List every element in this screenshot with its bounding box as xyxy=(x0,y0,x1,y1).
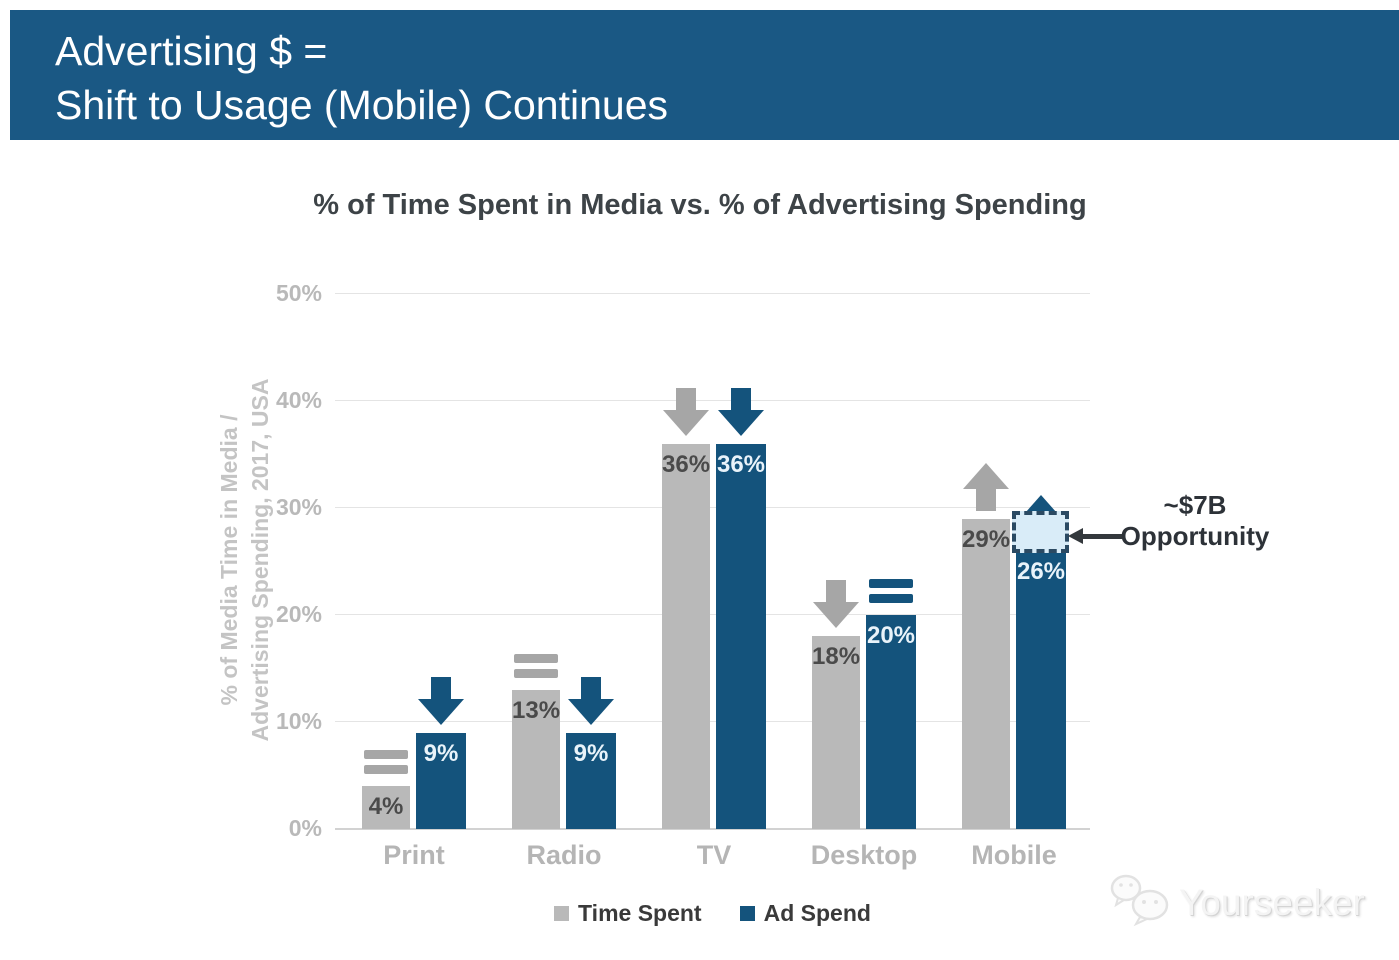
equal-trend-icon xyxy=(869,579,913,603)
y-axis-tick-label: 0% xyxy=(288,815,322,841)
category-label-radio: Radio xyxy=(526,840,602,870)
bar-print-ad-spend: 9% xyxy=(416,733,466,829)
value-label-print-time-spent: 4% xyxy=(368,793,404,820)
bar-radio-ad-spend: 9% xyxy=(566,733,616,829)
gridline xyxy=(335,614,1090,615)
gridline xyxy=(335,400,1090,401)
down-trend-icon xyxy=(418,677,464,725)
value-label-radio-time-spent: 13% xyxy=(512,697,561,724)
y-axis-tick-label: 50% xyxy=(275,280,322,306)
value-label-tv-ad-spend: 36% xyxy=(716,451,766,478)
slide-title: Advertising $ = Shift to Usage (Mobile) … xyxy=(10,10,1399,132)
bar-mobile-ad-spend: 26% xyxy=(1016,551,1066,829)
bar-print-time-spent: 4% xyxy=(362,786,410,829)
legend-item-ad-spend: Ad Spend xyxy=(739,900,871,927)
chart-title: % of Time Spent in Media vs. % of Advert… xyxy=(313,189,1087,221)
value-label-desktop-ad-spend: 20% xyxy=(866,622,916,649)
category-label-print: Print xyxy=(383,840,445,870)
slide-title-line1: Advertising $ = xyxy=(55,28,328,74)
opportunity-annotation: ~$7B Opportunity xyxy=(1095,490,1295,552)
up-trend-icon xyxy=(963,463,1009,511)
gridline xyxy=(335,721,1090,722)
down-trend-icon xyxy=(813,580,859,628)
value-label-tv-time-spent: 36% xyxy=(662,451,711,478)
legend-label-time-spent: Time Spent xyxy=(578,900,702,926)
down-trend-icon xyxy=(718,388,764,436)
gridline xyxy=(335,293,1090,294)
value-label-desktop-time-spent: 18% xyxy=(812,643,861,670)
value-label-print-ad-spend: 9% xyxy=(423,740,459,767)
category-label-mobile: Mobile xyxy=(971,840,1057,870)
bar-radio-time-spent: 13% xyxy=(512,690,560,829)
ad-spend-swatch-icon xyxy=(739,906,755,921)
y-axis-tick-label: 30% xyxy=(275,494,322,520)
slide-title-line2: Shift to Usage (Mobile) Continues xyxy=(55,82,669,128)
bar-desktop-time-spent: 18% xyxy=(812,636,860,829)
y-axis-tick-label: 20% xyxy=(275,601,322,627)
value-label-mobile-ad-spend: 26% xyxy=(1016,558,1066,585)
watermark-label: Yourseeker xyxy=(1179,881,1365,923)
watermark: Yourseeker xyxy=(1106,872,1365,933)
opportunity-amount: ~$7B xyxy=(1163,490,1227,520)
down-trend-icon xyxy=(663,388,709,436)
bar-desktop-ad-spend: 20% xyxy=(866,615,916,829)
legend-item-time-spent: Time Spent xyxy=(554,900,702,927)
header-banner: Advertising $ = Shift to Usage (Mobile) … xyxy=(10,10,1399,140)
equal-trend-icon xyxy=(364,750,408,774)
gridline xyxy=(335,828,1090,830)
legend-label-ad-spend: Ad Spend xyxy=(763,900,871,926)
y-axis-tick-label: 10% xyxy=(275,708,322,734)
chart-legend: Time Spent Ad Spend xyxy=(335,900,1090,927)
chat-bubbles-icon xyxy=(1106,872,1174,933)
annotation-arrow xyxy=(1082,534,1124,539)
time-spent-swatch-icon xyxy=(554,906,570,921)
equal-trend-icon xyxy=(514,654,558,678)
y-axis-tick-label: 40% xyxy=(275,387,322,413)
down-trend-icon xyxy=(568,677,614,725)
value-label-mobile-time-spent: 29% xyxy=(962,526,1011,553)
bar-mobile-time-spent: 29% xyxy=(962,519,1010,829)
opportunity-label: Opportunity xyxy=(1120,521,1270,551)
value-label-radio-ad-spend: 9% xyxy=(573,740,609,767)
bar-tv-ad-spend: 36% xyxy=(716,444,766,829)
gridline xyxy=(335,507,1090,508)
annotation-arrowhead-icon xyxy=(1068,528,1083,544)
bar-tv-time-spent: 36% xyxy=(662,444,710,829)
category-label-tv: TV xyxy=(696,840,732,870)
opportunity-gap-box xyxy=(1012,511,1069,553)
category-label-desktop: Desktop xyxy=(810,840,918,870)
